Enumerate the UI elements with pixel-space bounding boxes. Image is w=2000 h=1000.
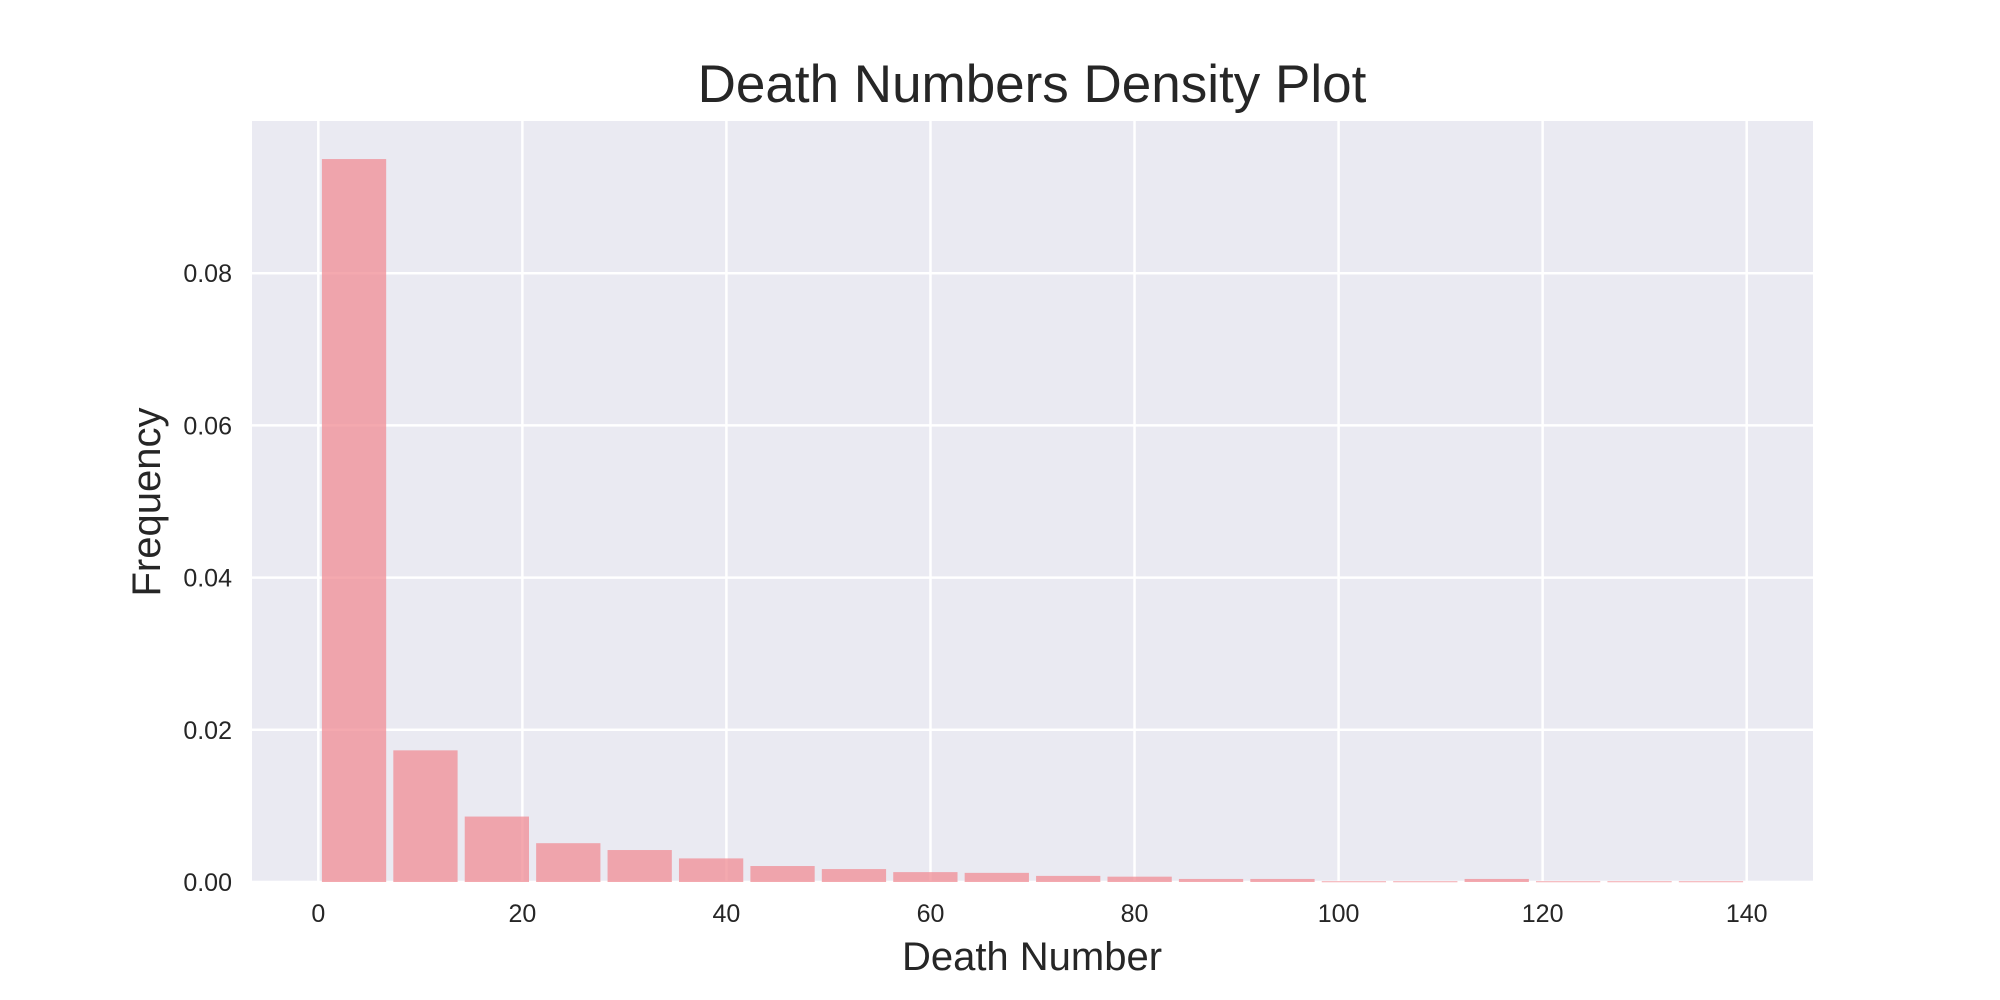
x-tick-label: 40 [713,900,741,928]
x-tick-label: 20 [508,900,536,928]
x-tick-label: 0 [311,900,325,928]
chart-title: Death Numbers Density Plot [698,55,1367,114]
histogram-bar [821,869,887,882]
x-tick-label: 120 [1522,900,1564,928]
histogram-bar [1036,875,1101,882]
histogram-bar [1393,881,1458,883]
histogram-bar [1678,881,1744,883]
histogram-bar [1607,881,1672,883]
histogram-bar [1250,878,1315,882]
x-tick-label: 140 [1726,900,1768,928]
x-tick-label: 80 [1121,900,1149,928]
x-axis-label: Death Number [902,935,1162,979]
y-tick-labels: 0.00 0.02 0.04 0.06 0.08 [183,260,232,897]
histogram-bar [678,858,744,882]
y-tick-label: 0.00 [183,869,232,897]
histogram-bar [1107,876,1172,882]
x-tick-label: 60 [917,900,945,928]
histogram-bar [1321,881,1387,883]
histogram-bar [464,816,530,882]
y-axis-label: Frequency [125,408,169,597]
histogram-bar [536,843,601,882]
histogram-bar [321,159,387,883]
y-tick-label: 0.04 [183,565,232,593]
x-grid-lines [317,121,1748,882]
plot-area [252,121,1813,882]
histogram-bar [1535,881,1601,883]
y-tick-label: 0.06 [183,412,232,440]
x-tick-labels: 0 20 40 60 80 100 120 140 [311,900,1767,928]
y-tick-label: 0.02 [183,717,232,745]
histogram-bar [964,872,1029,882]
histogram-bar [607,850,672,882]
histogram-bars [321,159,1744,883]
histogram-bar [750,866,815,882]
histogram-bar [1464,878,1529,882]
x-tick-label: 100 [1318,900,1360,928]
histogram-bar [393,750,458,882]
histogram-bar [893,872,958,882]
histogram-bar [1178,878,1244,882]
y-tick-label: 0.08 [183,260,232,288]
